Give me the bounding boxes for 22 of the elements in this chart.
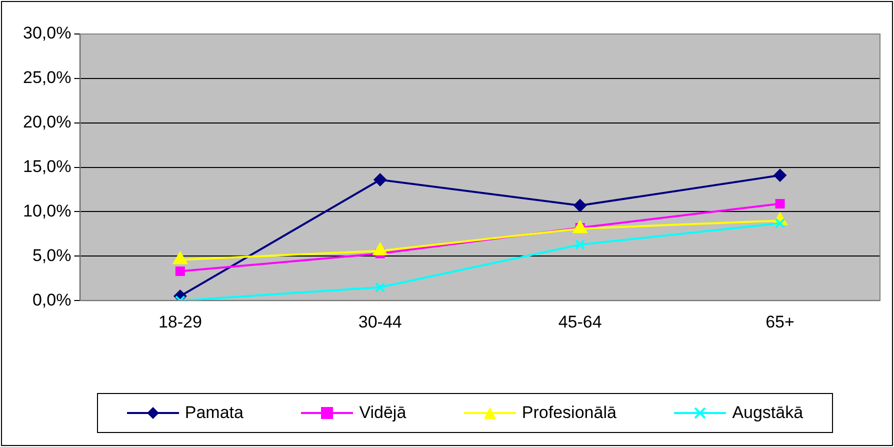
y-tick-label: 0,0% bbox=[32, 290, 72, 310]
x-tick-label: 30-44 bbox=[358, 312, 402, 332]
legend-label: Pamata bbox=[184, 403, 244, 423]
legend-label: Augstākā bbox=[732, 403, 804, 423]
point bbox=[574, 239, 586, 250]
y-tick-label: 30,0% bbox=[23, 24, 72, 43]
y-tick-label: 20,0% bbox=[23, 112, 72, 132]
legend-label: Vidējā bbox=[359, 403, 406, 423]
point bbox=[774, 168, 787, 182]
point bbox=[374, 282, 386, 293]
point bbox=[775, 198, 785, 208]
y-tick-label: 10,0% bbox=[23, 201, 72, 220]
y-tick-label: 5,0% bbox=[32, 246, 72, 265]
point bbox=[374, 173, 387, 186]
point bbox=[574, 199, 587, 212]
x-tick-label: 65+ bbox=[766, 312, 795, 332]
x-tick-label: 18-29 bbox=[158, 312, 202, 332]
y-tick-label: 15,0% bbox=[23, 156, 72, 176]
x-tick-label: 45-64 bbox=[558, 312, 602, 332]
legend-label: Profesionālā bbox=[522, 403, 616, 423]
point bbox=[175, 266, 185, 276]
y-tick-label: 25,0% bbox=[23, 68, 72, 88]
